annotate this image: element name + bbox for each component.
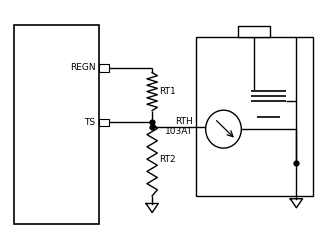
Bar bbox=[99, 119, 109, 126]
Text: RTH
103AT: RTH 103AT bbox=[165, 117, 193, 137]
Bar bbox=[196, 37, 313, 196]
Text: TS: TS bbox=[84, 118, 95, 127]
Bar bbox=[238, 26, 270, 37]
Bar bbox=[99, 64, 109, 72]
Text: RT1: RT1 bbox=[159, 87, 176, 96]
Text: RT2: RT2 bbox=[159, 155, 176, 164]
Text: REGN: REGN bbox=[70, 63, 95, 72]
Bar bbox=[14, 25, 99, 224]
Ellipse shape bbox=[206, 110, 241, 148]
